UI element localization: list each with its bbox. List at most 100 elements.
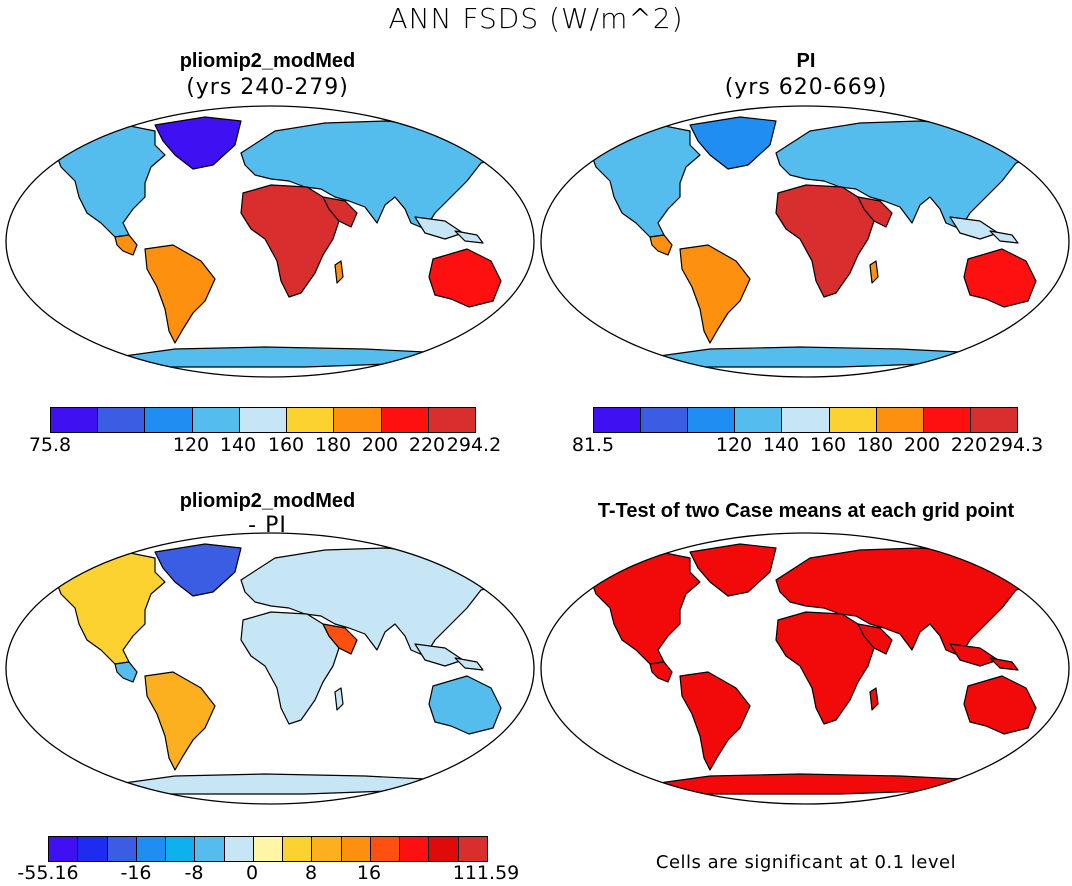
- landmass-greenland: [689, 116, 777, 170]
- landmass-southAmerica: [679, 244, 751, 344]
- colorbar-label: 111.59: [452, 862, 520, 884]
- colorbar-label: 200: [361, 434, 399, 456]
- colorbar-swatch: [253, 837, 284, 861]
- landmass-newGuinea: [454, 657, 484, 671]
- colorbar-swatch: [51, 408, 99, 432]
- colorbar-label: -16: [120, 862, 152, 884]
- landmass-greenland: [154, 116, 242, 170]
- landmass-southAmerica: [144, 244, 216, 344]
- colorbar-label: 8: [304, 862, 318, 884]
- colorbar-swatch: [49, 837, 79, 861]
- significance-note: Cells are significant at 0.1 level: [655, 852, 957, 873]
- colorbar-swatch: [334, 408, 382, 432]
- colorbar-swatch: [370, 837, 401, 861]
- landmass-africa: [775, 184, 875, 298]
- landmass-arabia: [857, 623, 893, 655]
- colorbar-swatch: [107, 837, 137, 861]
- colorbar-label: 294.3: [988, 434, 1044, 456]
- landmass-newGuinea: [989, 657, 1019, 671]
- panel-title-top-right: PI: [796, 50, 816, 72]
- colorbar-swatch: [381, 408, 429, 432]
- colorbar-label: 160: [267, 434, 305, 456]
- panel-subtitle-top-left: (yrs 240-279): [186, 75, 349, 100]
- landmass-newGuinea: [454, 230, 484, 244]
- map-top-right: [540, 105, 1070, 378]
- colorbar-swatch: [341, 837, 371, 861]
- colorbar-swatch: [283, 837, 313, 861]
- colorbar-swatch: [970, 408, 1017, 432]
- colorbar-swatch: [923, 408, 971, 432]
- landmass-australia: [428, 248, 502, 308]
- landmass-centralAmerica: [649, 234, 673, 256]
- landmass-southAmerica: [679, 671, 751, 771]
- map-top-left: [5, 105, 535, 378]
- landmass-northAmerica: [589, 549, 701, 665]
- map-bottom-left: [5, 532, 535, 805]
- colorbar-swatch: [287, 408, 335, 432]
- colorbar-label: 200: [903, 434, 941, 456]
- landmass-madagascar: [334, 260, 344, 284]
- figure-title: ANN FSDS (W/m^2): [388, 2, 684, 35]
- landmass-arabia: [322, 623, 358, 655]
- landmass-greenland: [689, 543, 777, 597]
- colorbar-label: 75.8: [28, 434, 72, 456]
- landmass-australia: [428, 675, 502, 735]
- colorbar-bottom-left-labels: -55.16 -16 -8 0 8 16 111.59: [17, 862, 519, 886]
- landmass-madagascar: [869, 260, 879, 284]
- colorbar-swatch: [688, 408, 736, 432]
- colorbar-top-right: [593, 407, 1018, 433]
- landmass-australia: [963, 248, 1037, 308]
- colorbar-swatch: [78, 837, 108, 861]
- landmass-northAmerica: [54, 549, 166, 665]
- colorbar-label: 16: [356, 862, 382, 884]
- landmass-seAsia: [949, 216, 999, 240]
- colorbar-label: 180: [856, 434, 894, 456]
- landmass-madagascar: [334, 687, 344, 711]
- colorbar-label: 81.5: [571, 434, 615, 456]
- colorbar-swatch: [829, 408, 877, 432]
- landmass-greenland: [154, 543, 242, 597]
- landmass-seAsia: [414, 643, 464, 667]
- colorbar-swatch: [400, 837, 430, 861]
- colorbar-bottom-left: [48, 836, 488, 862]
- colorbar-label: 120: [715, 434, 753, 456]
- landmass-madagascar: [869, 687, 879, 711]
- colorbar-label: 140: [219, 434, 257, 456]
- colorbar-swatch: [594, 408, 642, 432]
- landmass-africa: [240, 184, 340, 298]
- panel-title-bottom-left: pliomip2_modMed: [179, 490, 356, 512]
- colorbar-swatch: [735, 408, 783, 432]
- landmass-seAsia: [414, 216, 464, 240]
- colorbar-swatch: [239, 408, 288, 432]
- colorbar-swatch: [224, 837, 254, 861]
- colorbar-swatch: [98, 408, 146, 432]
- colorbar-label: 294.2: [446, 434, 502, 456]
- colorbar-swatch: [192, 408, 240, 432]
- colorbar-label: 140: [762, 434, 800, 456]
- colorbar-top-left: [50, 407, 476, 433]
- colorbar-swatch: [428, 408, 475, 432]
- landmass-northAmerica: [54, 122, 166, 238]
- colorbar-label: -8: [184, 862, 204, 884]
- colorbar-swatch: [195, 837, 225, 861]
- panel-subtitle-top-right: (yrs 620-669): [724, 75, 888, 100]
- landmass-centralAmerica: [649, 661, 673, 683]
- landmass-africa: [240, 611, 340, 725]
- map-bottom-right: [540, 532, 1070, 805]
- colorbar-label: 160: [809, 434, 847, 456]
- landmass-africa: [775, 611, 875, 725]
- landmass-centralAmerica: [114, 234, 138, 256]
- panel-title-bottom-right: T-Test of two Case means at each grid po…: [597, 500, 1015, 522]
- panel-title-top-left: pliomip2_modMed: [179, 50, 356, 72]
- landmass-centralAmerica: [114, 661, 138, 683]
- colorbar-swatch: [782, 408, 830, 432]
- landmass-seAsia: [949, 643, 999, 667]
- landmass-arabia: [322, 196, 358, 228]
- colorbar-label: 120: [172, 434, 210, 456]
- landmass-newGuinea: [989, 230, 1019, 244]
- colorbar-top-left-labels: 75.8 120 140 160 180 200 220 294.2: [29, 434, 501, 458]
- colorbar-swatch: [641, 408, 689, 432]
- colorbar-swatch: [458, 837, 487, 861]
- colorbar-swatch: [166, 837, 196, 861]
- colorbar-label: 0: [245, 862, 259, 884]
